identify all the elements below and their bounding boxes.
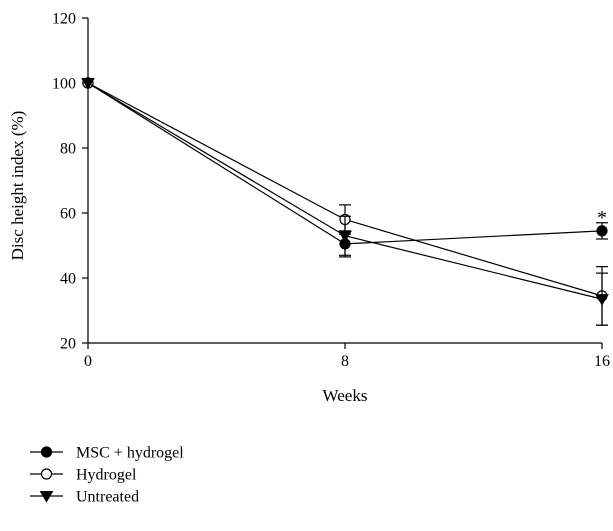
data-point (596, 225, 608, 237)
x-tick-label: 0 (84, 353, 92, 370)
significance-annotation: * (597, 207, 607, 229)
legend-item: Untreated (30, 489, 139, 506)
legend-item: Hydrogel (30, 467, 137, 484)
axis-ticks: 20 40 60 80 100 120 0 8 16 (52, 11, 610, 371)
data-point (338, 230, 352, 243)
series-2 (81, 78, 609, 326)
y-tick-label: 100 (52, 76, 76, 93)
x-axis-title: Weeks (323, 386, 368, 405)
chart-axes (87, 18, 602, 344)
legend-marker (40, 468, 53, 480)
chart-legend: MSC + hydrogel Hydrogel Untreated (30, 445, 184, 506)
legend-marker (40, 446, 53, 458)
y-tick-label: 120 (52, 11, 76, 28)
legend-label: MSC + hydrogel (76, 445, 184, 462)
y-axis-title: Disc height index (%) (8, 111, 27, 261)
series-line (87, 82, 603, 297)
y-tick-label: 60 (60, 206, 76, 223)
chart-annotations: * (597, 207, 607, 229)
data-point (595, 294, 609, 306)
legend-marker (39, 491, 54, 503)
chart-series (81, 77, 609, 326)
x-tick-label: 16 (594, 353, 610, 370)
series-line (87, 82, 603, 300)
y-tick-label: 80 (60, 141, 76, 158)
y-tick-label: 20 (60, 336, 76, 353)
y-tick-label: 40 (60, 271, 76, 288)
data-point (81, 78, 95, 90)
legend-label: Hydrogel (76, 467, 137, 484)
legend-item: MSC + hydrogel (30, 445, 184, 462)
legend-label: Untreated (76, 489, 139, 506)
series-1 (82, 77, 608, 326)
x-tick-label: 8 (341, 353, 349, 370)
